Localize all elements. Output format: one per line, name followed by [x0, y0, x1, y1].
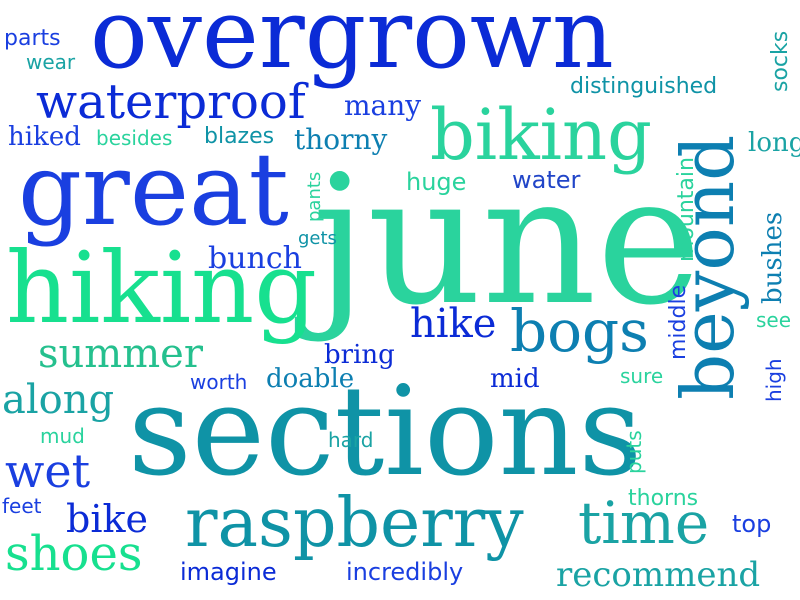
word-along: along — [2, 377, 115, 423]
word-puts: puts — [622, 430, 646, 474]
word-water: water — [512, 166, 581, 194]
word-socks: socks — [768, 30, 793, 92]
word-bogs: bogs — [510, 297, 649, 365]
word-thorns: thorns — [628, 486, 699, 511]
word-distinguished: distinguished — [570, 74, 718, 99]
word-top: top — [732, 510, 772, 538]
word-middle: middle — [666, 284, 691, 360]
word-waterproof: waterproof — [36, 74, 306, 130]
word-hiked: hiked — [8, 122, 81, 152]
word-recommend: recommend — [556, 555, 761, 595]
word-summer: summer — [38, 331, 203, 377]
word-hard: hard — [328, 428, 374, 452]
word-high: high — [762, 358, 786, 402]
word-great: great — [18, 131, 289, 248]
word-long: long — [748, 128, 800, 158]
word-mid: mid — [490, 364, 540, 394]
word-wet: wet — [5, 444, 91, 498]
word-bushes: bushes — [758, 211, 788, 304]
word-shoes: shoes — [5, 526, 143, 582]
word-thorny: thorny — [294, 123, 388, 156]
word-hiking: hiking — [6, 232, 318, 346]
word-doable: doable — [266, 364, 355, 394]
word-bunch: bunch — [208, 241, 302, 276]
word-incredibly: incredibly — [346, 558, 464, 586]
word-gets: gets — [298, 228, 337, 249]
word-mountain: mountain — [674, 157, 699, 262]
word-bike: bike — [66, 497, 148, 541]
word-raspberry: raspberry — [185, 484, 524, 563]
word-huge: huge — [406, 168, 467, 196]
word-many: many — [344, 89, 422, 122]
word-sections: sections — [128, 360, 643, 504]
word-feet: feet — [2, 494, 42, 518]
word-june: june — [312, 137, 702, 344]
word-blazes: blazes — [204, 124, 275, 149]
word-hike: hike — [410, 301, 497, 347]
word-imagine: imagine — [180, 558, 277, 586]
word-worth: worth — [190, 370, 248, 394]
word-wear: wear — [26, 50, 76, 74]
word-time: time — [578, 489, 710, 557]
word-besides: besides — [96, 126, 173, 150]
word-biking: biking — [430, 94, 652, 176]
word-see: see — [756, 308, 792, 332]
word-mud: mud — [40, 424, 85, 448]
word-sure: sure — [620, 364, 664, 388]
word-parts: parts — [4, 26, 61, 51]
word-bring: bring — [324, 340, 395, 370]
word-overgrown: overgrown — [90, 0, 614, 90]
word-pants: pants — [304, 171, 325, 222]
